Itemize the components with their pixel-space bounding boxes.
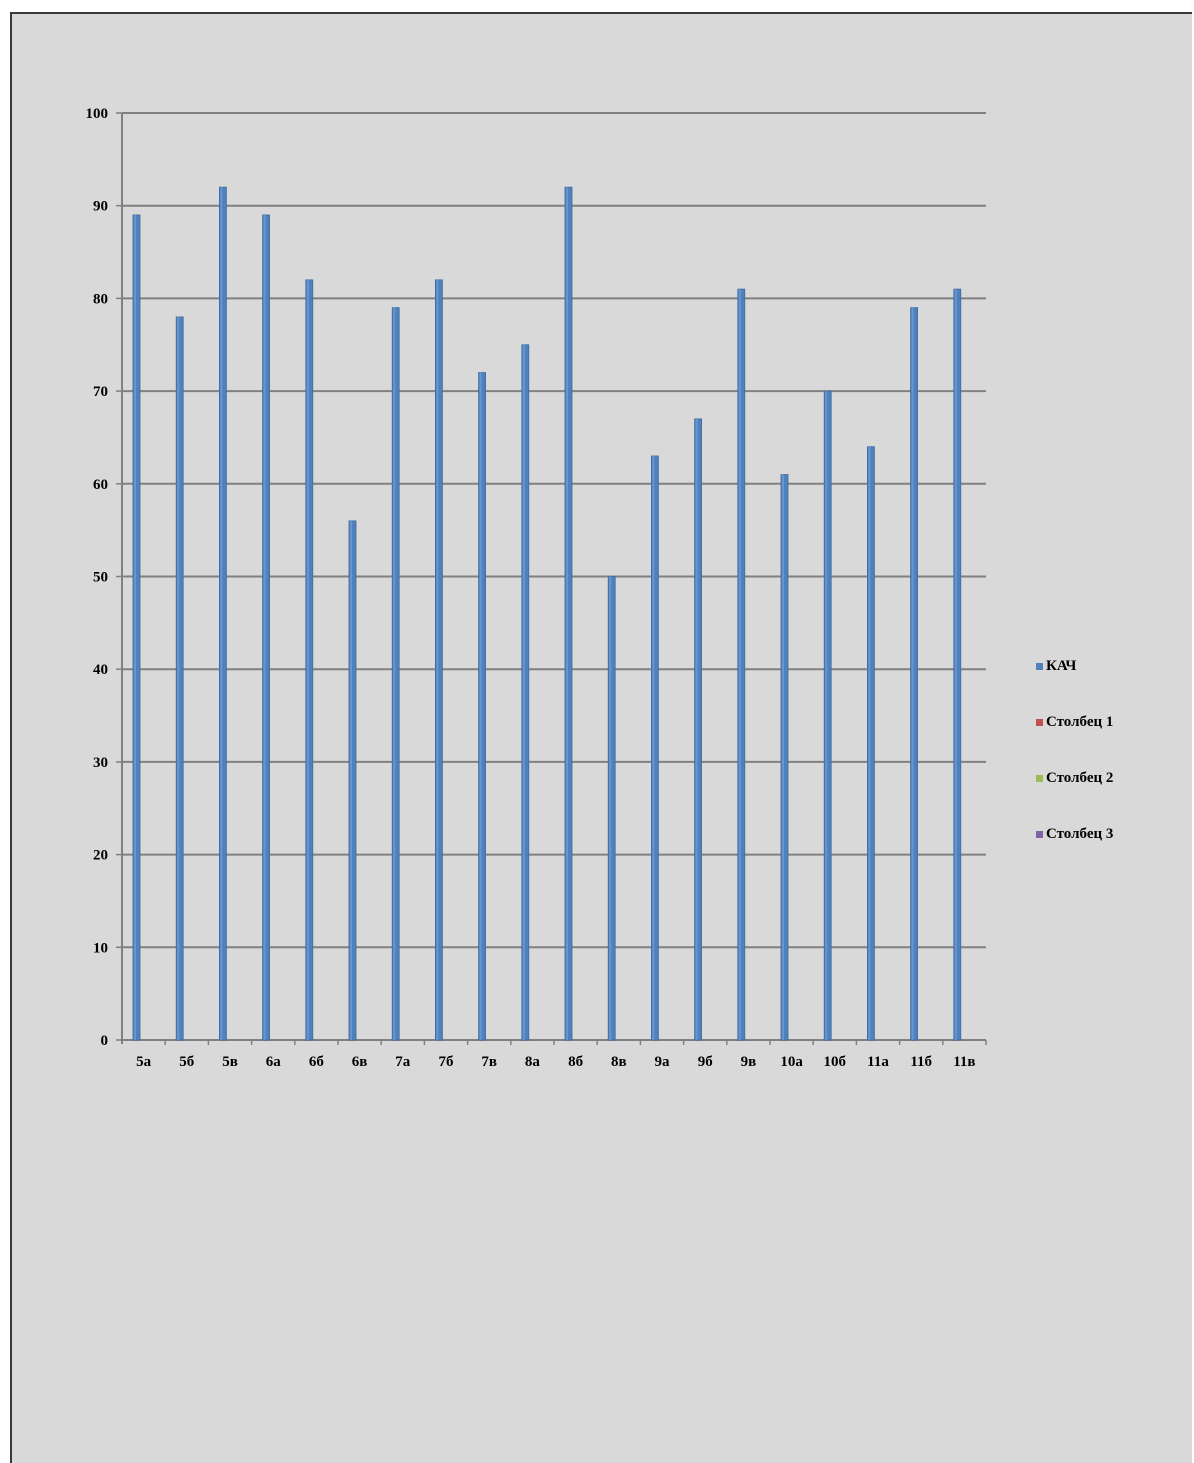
bar xyxy=(175,316,184,1041)
bar xyxy=(521,344,530,1041)
bar-highlight xyxy=(738,289,741,1040)
x-tick-label: 7б xyxy=(439,1054,454,1070)
bar-highlight xyxy=(263,214,266,1041)
y-tick-label: 70 xyxy=(93,384,108,400)
y-tick-label: 0 xyxy=(101,1033,109,1049)
legend-item: Столбец 1 xyxy=(1036,714,1156,730)
x-tick-label: 9а xyxy=(655,1054,671,1070)
bar-highlight xyxy=(522,344,525,1040)
bar-highlight xyxy=(868,446,871,1041)
bar-highlight xyxy=(306,279,309,1040)
chart-area xyxy=(10,12,1192,1463)
x-tick-label: 5в xyxy=(222,1054,238,1070)
legend-swatch xyxy=(1036,831,1043,838)
bar xyxy=(737,288,746,1041)
bar xyxy=(694,418,702,1041)
legend-item: Столбец 3 xyxy=(1036,826,1156,842)
bar xyxy=(607,576,616,1041)
bar-highlight xyxy=(436,279,439,1040)
x-tick-label: 6б xyxy=(309,1054,324,1070)
y-tick-label: 20 xyxy=(93,848,108,864)
bar-highlight xyxy=(954,289,957,1040)
x-tick-label: 6а xyxy=(266,1054,282,1070)
y-tick-label: 50 xyxy=(93,570,108,586)
bar xyxy=(564,186,573,1041)
bar-highlight xyxy=(782,474,784,1040)
y-tick-label: 100 xyxy=(86,106,109,122)
x-tick-label: 5а xyxy=(136,1054,152,1070)
x-tick-label: 7а xyxy=(395,1054,411,1070)
x-tick-label: 8б xyxy=(568,1054,583,1070)
bar xyxy=(262,214,271,1041)
bar xyxy=(780,474,789,1041)
y-tick-label: 10 xyxy=(93,940,108,956)
bar xyxy=(305,279,314,1041)
legend-swatch xyxy=(1036,663,1043,670)
y-tick-label: 80 xyxy=(93,291,108,307)
bar xyxy=(132,214,141,1041)
bar xyxy=(953,288,962,1041)
bar-highlight xyxy=(695,418,698,1040)
bar-highlight xyxy=(652,455,655,1040)
x-tick-label: 8в xyxy=(611,1054,627,1070)
bar xyxy=(218,186,227,1041)
bar xyxy=(434,279,443,1041)
legend-item: КАЧ xyxy=(1036,658,1156,674)
x-tick-label: 10а xyxy=(780,1054,803,1070)
x-tick-label: 11б xyxy=(910,1054,932,1070)
x-tick-label: 6в xyxy=(352,1054,368,1070)
x-tick-label: 7в xyxy=(481,1054,497,1070)
legend-swatch xyxy=(1036,719,1043,726)
x-tick-label: 9б xyxy=(698,1054,713,1070)
legend: КАЧ Столбец 1 Столбец 2 Столбец 3 xyxy=(1036,658,1156,882)
legend-item: Столбец 2 xyxy=(1036,770,1156,786)
bar-highlight xyxy=(350,520,352,1040)
bar-highlight xyxy=(220,187,223,1040)
bar-highlight xyxy=(609,576,612,1040)
bar-highlight xyxy=(479,372,482,1040)
bar xyxy=(867,446,875,1041)
bar xyxy=(478,372,487,1041)
x-tick-label: 11в xyxy=(953,1054,975,1070)
y-tick-label: 30 xyxy=(93,755,108,771)
legend-label: Столбец 3 xyxy=(1046,826,1114,842)
legend-label: Столбец 2 xyxy=(1046,770,1114,786)
x-tick-label: 8а xyxy=(525,1054,541,1070)
x-tick-label: 10б xyxy=(824,1054,847,1070)
bar-highlight xyxy=(393,307,396,1040)
legend-swatch xyxy=(1036,775,1043,782)
y-tick-label: 90 xyxy=(93,199,108,215)
bar-highlight xyxy=(566,187,568,1040)
bar xyxy=(823,390,832,1041)
bar-highlight xyxy=(134,214,136,1041)
bar xyxy=(348,520,357,1041)
bar-highlight xyxy=(911,307,914,1040)
y-tick-label: 40 xyxy=(93,662,108,678)
bar xyxy=(910,307,918,1041)
x-tick-label: 9в xyxy=(741,1054,757,1070)
bar-highlight xyxy=(825,391,828,1041)
x-tick-label: 11а xyxy=(867,1054,889,1070)
bar xyxy=(651,455,659,1041)
y-tick-label: 60 xyxy=(93,477,108,493)
legend-label: КАЧ xyxy=(1046,658,1077,674)
bar xyxy=(391,307,400,1041)
bar-highlight xyxy=(177,316,180,1040)
x-tick-label: 5б xyxy=(179,1054,194,1070)
legend-label: Столбец 1 xyxy=(1046,714,1114,730)
